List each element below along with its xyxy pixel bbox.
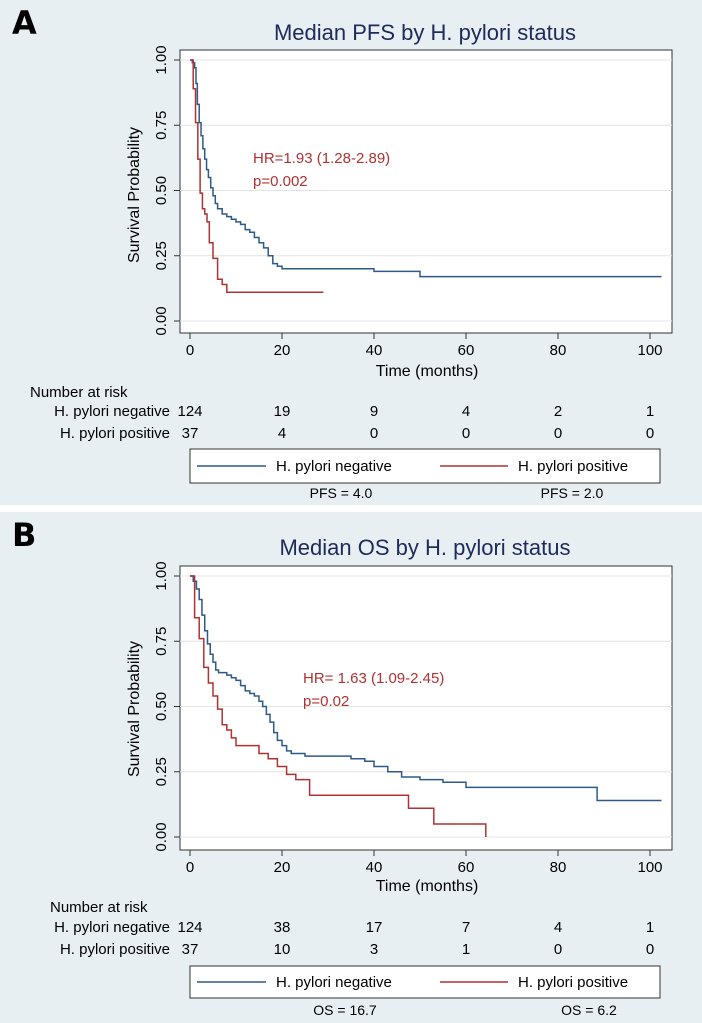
curve-h-pylori-positive	[190, 575, 487, 837]
panel-a: A Median PFS by H. pylori status 0.00 0.2…	[0, 0, 702, 505]
y-axis-label: Survival Probability	[126, 127, 143, 263]
risk-count: 124	[177, 919, 202, 936]
median-positive: PFS = 2.0	[541, 485, 604, 501]
p-value: p=0.02	[303, 693, 349, 710]
curve-h-pylori-negative	[190, 575, 662, 802]
x-axis: 0 20 40 60 80 100	[186, 850, 663, 876]
risk-count: 124	[177, 403, 202, 420]
survival-curves	[190, 575, 662, 837]
risk-count: 2	[554, 403, 562, 420]
x-tick-label: 20	[274, 342, 291, 359]
risk-count: 38	[274, 919, 291, 936]
risk-count: 4	[462, 403, 470, 420]
y-tick-label: 0.00	[153, 822, 170, 851]
risk-count: 10	[274, 941, 291, 958]
x-axis: 0 20 40 60 80 100	[186, 333, 663, 359]
x-tick-label: 80	[550, 859, 567, 876]
risk-row-label: H. pylori positive	[60, 941, 170, 958]
risk-table-header: Number at risk	[50, 899, 148, 916]
panel-label: A	[12, 4, 37, 42]
risk-count: 1	[462, 941, 470, 958]
p-value: p=0.002	[253, 173, 308, 190]
y-axis: 0.00 0.25 0.50 0.75 1.00	[153, 45, 180, 336]
risk-count: 1	[646, 919, 654, 936]
y-tick-label: 0.25	[153, 757, 170, 786]
x-tick-label: 40	[366, 342, 383, 359]
legend	[189, 965, 661, 999]
gridlines	[180, 59, 672, 322]
survival-curves	[190, 59, 662, 294]
legend-label-positive: H. pylori positive	[518, 458, 628, 475]
risk-count: 4	[554, 919, 562, 936]
panel-b: B Median OS by H. pylori status 0.00 0.25…	[0, 512, 702, 1023]
plot-area	[179, 49, 673, 334]
x-tick-label: 40	[366, 859, 383, 876]
x-tick-label: 0	[186, 342, 194, 359]
curve-h-pylori-positive	[190, 59, 324, 294]
km-chart-pfs: Median PFS by H. pylori status 0.000.250…	[30, 20, 673, 501]
risk-count: 17	[366, 919, 383, 936]
chart-title: Median OS by H. pylori status	[279, 535, 570, 560]
y-tick-label: 0.75	[153, 111, 170, 140]
risk-count: 0	[370, 425, 378, 442]
x-tick-label: 60	[458, 859, 475, 876]
risk-count: 7	[462, 919, 470, 936]
risk-count: 0	[554, 425, 562, 442]
risk-count: 0	[646, 941, 654, 958]
x-axis-label: Time (months)	[376, 878, 479, 895]
curve-h-pylori-negative	[190, 59, 662, 278]
risk-row-label: H. pylori negative	[54, 919, 170, 936]
risk-count: 3	[370, 941, 378, 958]
risk-count: 37	[182, 425, 199, 442]
legend-label-negative: H. pylori negative	[276, 458, 392, 475]
risk-row-label: H. pylori negative	[54, 403, 170, 420]
median-negative: PFS = 4.0	[310, 485, 373, 501]
y-tick-label: 0.50	[153, 692, 170, 721]
x-tick-label: 0	[186, 859, 194, 876]
x-tick-label: 100	[637, 859, 662, 876]
km-chart-os: Median OS by H. pylori status 0.000.250.…	[50, 535, 673, 1018]
y-tick-label: 0.50	[153, 176, 170, 205]
x-tick-label: 100	[637, 342, 662, 359]
x-tick-label: 60	[458, 342, 475, 359]
risk-count: 19	[274, 403, 291, 420]
hazard-ratio: HR= 1.63 (1.09-2.45)	[303, 670, 444, 687]
x-tick-label: 20	[274, 859, 291, 876]
risk-row-label: H. pylori positive	[60, 425, 170, 442]
risk-table-header: Number at risk	[30, 384, 128, 401]
risk-count: 0	[646, 425, 654, 442]
chart-title: Median PFS by H. pylori status	[274, 20, 576, 45]
x-tick-label: 80	[550, 342, 567, 359]
median-positive: OS = 6.2	[561, 1002, 617, 1018]
y-tick-label: 1.00	[153, 561, 170, 590]
risk-table: H. pylori negative 124 19 9 4 2 1 H. pylori pos…	[54, 403, 654, 442]
y-axis-label: Survival Probability	[126, 641, 143, 777]
plot-area	[179, 565, 673, 851]
hazard-ratio: HR=1.93 (1.28-2.89)	[253, 150, 390, 167]
risk-count: 0	[554, 941, 562, 958]
risk-count: 37	[182, 941, 199, 958]
risk-count: 1	[646, 403, 654, 420]
y-tick-label: 1.00	[153, 45, 170, 74]
y-tick-label: 0.75	[153, 627, 170, 656]
risk-table: H. pylori negative 124 38 17 7 4 1 H. pylori po…	[54, 919, 654, 958]
legend-label-positive: H. pylori positive	[518, 974, 628, 991]
risk-count: 0	[462, 425, 470, 442]
legend	[189, 448, 661, 484]
y-tick-label: 0.00	[153, 306, 170, 335]
y-axis: 0.00 0.25 0.50 0.75 1.00	[153, 561, 180, 852]
panel-label: B	[12, 516, 37, 554]
x-axis-label: Time (months)	[376, 363, 479, 380]
legend-label-negative: H. pylori negative	[276, 974, 392, 991]
median-negative: OS = 16.7	[313, 1002, 377, 1018]
y-tick-label: 0.25	[153, 241, 170, 270]
risk-count: 4	[278, 425, 286, 442]
risk-count: 9	[370, 403, 378, 420]
